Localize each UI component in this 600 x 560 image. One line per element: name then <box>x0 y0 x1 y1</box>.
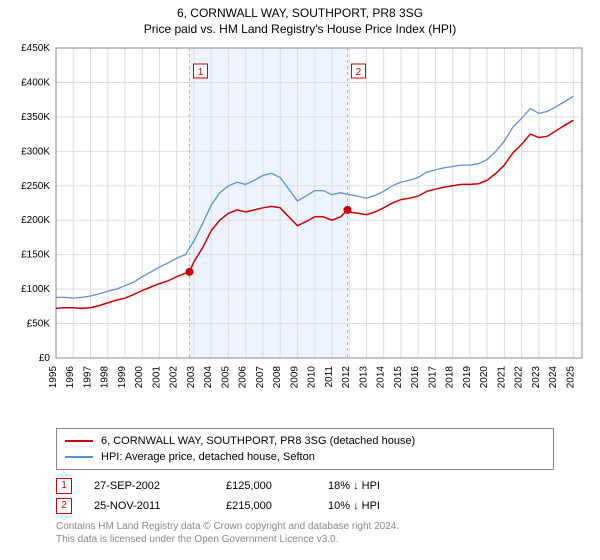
svg-text:2006: 2006 <box>238 366 249 389</box>
transaction-marker: 1 <box>56 478 72 494</box>
attribution: Contains HM Land Registry data © Crown c… <box>56 520 590 546</box>
svg-text:2013: 2013 <box>358 366 369 389</box>
legend-swatch <box>65 440 93 442</box>
svg-text:2018: 2018 <box>445 366 456 389</box>
transaction-marker: 2 <box>56 498 72 514</box>
svg-text:1998: 1998 <box>100 366 111 389</box>
svg-text:£50K: £50K <box>27 319 51 330</box>
svg-text:2004: 2004 <box>203 366 214 389</box>
svg-text:£300K: £300K <box>21 146 50 157</box>
line-chart: £0 £50K £100K £150K £200K £250K £300K £350K £400… <box>10 42 590 422</box>
attribution-line: Contains HM Land Registry data © Crown c… <box>56 520 590 533</box>
legend-label: 6, CORNWALL WAY, SOUTHPORT, PR8 3SG (det… <box>101 435 415 447</box>
svg-text:£100K: £100K <box>21 284 50 295</box>
svg-text:1997: 1997 <box>82 366 93 389</box>
svg-text:£350K: £350K <box>21 112 50 123</box>
svg-text:£400K: £400K <box>21 77 50 88</box>
transaction-price: £125,000 <box>226 480 306 492</box>
transaction-delta: 18% ↓ HPI <box>328 480 428 492</box>
svg-text:1996: 1996 <box>65 366 76 389</box>
svg-text:£200K: £200K <box>21 215 50 226</box>
chart-area: £0 £50K £100K £150K £200K £250K £300K £350K £400… <box>10 42 590 422</box>
svg-text:£150K: £150K <box>21 250 50 261</box>
svg-text:2015: 2015 <box>393 366 404 389</box>
attribution-line: This data is licensed under the Open Gov… <box>56 533 590 546</box>
svg-text:2009: 2009 <box>289 366 300 389</box>
svg-text:2025: 2025 <box>565 366 576 389</box>
svg-text:2021: 2021 <box>496 366 507 389</box>
svg-text:1: 1 <box>198 67 204 78</box>
svg-text:2000: 2000 <box>134 366 145 389</box>
svg-text:2007: 2007 <box>255 366 266 389</box>
svg-text:2012: 2012 <box>341 366 352 389</box>
svg-text:£250K: £250K <box>21 181 50 192</box>
transaction-row: 1 27-SEP-2002 £125,000 18% ↓ HPI <box>56 476 590 496</box>
transaction-table: 1 27-SEP-2002 £125,000 18% ↓ HPI 2 25-NOV-201… <box>56 476 590 516</box>
legend-swatch <box>65 456 93 458</box>
svg-text:2002: 2002 <box>169 366 180 389</box>
svg-text:2010: 2010 <box>307 366 318 389</box>
chart-container: 6, CORNWALL WAY, SOUTHPORT, PR8 3SG Pric… <box>0 0 600 550</box>
svg-text:2008: 2008 <box>272 366 283 389</box>
svg-text:2011: 2011 <box>324 366 335 388</box>
svg-text:2003: 2003 <box>186 366 197 389</box>
legend: 6, CORNWALL WAY, SOUTHPORT, PR8 3SG (det… <box>56 428 554 470</box>
svg-text:2023: 2023 <box>531 366 542 389</box>
svg-text:2001: 2001 <box>151 366 162 389</box>
chart-title: 6, CORNWALL WAY, SOUTHPORT, PR8 3SG <box>10 6 590 20</box>
transaction-delta: 10% ↓ HPI <box>328 500 428 512</box>
svg-text:2014: 2014 <box>376 366 387 389</box>
svg-text:£450K: £450K <box>21 43 50 54</box>
svg-text:2022: 2022 <box>514 366 525 389</box>
svg-text:1995: 1995 <box>48 366 59 389</box>
svg-text:2019: 2019 <box>462 366 473 389</box>
svg-text:1999: 1999 <box>117 366 128 389</box>
chart-subtitle: Price paid vs. HM Land Registry's House … <box>10 22 590 36</box>
legend-item: 6, CORNWALL WAY, SOUTHPORT, PR8 3SG (det… <box>65 433 545 449</box>
svg-text:2020: 2020 <box>479 366 490 389</box>
legend-label: HPI: Average price, detached house, Seft… <box>101 451 315 463</box>
legend-item: HPI: Average price, detached house, Seft… <box>65 449 545 465</box>
svg-text:2005: 2005 <box>220 366 231 389</box>
svg-text:2017: 2017 <box>427 366 438 389</box>
transaction-date: 25-NOV-2011 <box>94 500 204 512</box>
transaction-price: £215,000 <box>226 500 306 512</box>
svg-text:2024: 2024 <box>548 366 559 389</box>
transaction-date: 27-SEP-2002 <box>94 480 204 492</box>
svg-text:2: 2 <box>356 67 362 78</box>
svg-text:£0: £0 <box>39 353 51 364</box>
transaction-row: 2 25-NOV-2011 £215,000 10% ↓ HPI <box>56 496 590 516</box>
svg-text:2016: 2016 <box>410 366 421 389</box>
